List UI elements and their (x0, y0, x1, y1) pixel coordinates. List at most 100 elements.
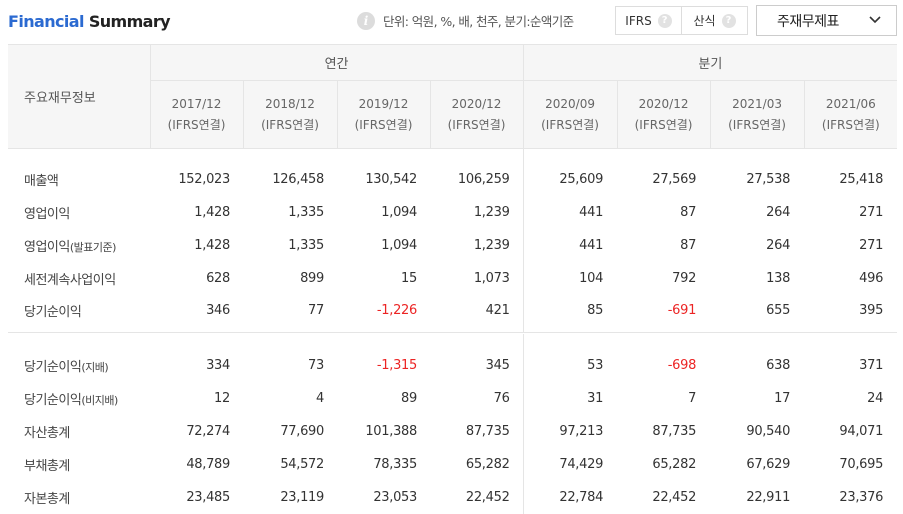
table-cell: 22,911 (746, 489, 791, 505)
table-cell: 53 (522, 333, 618, 382)
annual-group-header: 연간 (149, 44, 524, 81)
table-cell: 87,735 (465, 423, 510, 439)
row-label: 당기순이익(지배) (8, 334, 150, 382)
table-cell: 7 (688, 390, 697, 406)
chevron-down-icon (869, 16, 881, 24)
table-cell: 23,053 (373, 489, 417, 505)
row-label: 세전계속사업이익 (8, 262, 150, 295)
table-cell: 106,259 (457, 171, 510, 187)
basis-toggle: IFRS ? 산식 ? (615, 6, 748, 35)
period-basis: (IFRS연결) (354, 117, 413, 132)
table-cell: 126,458 (272, 171, 324, 187)
period-date: 2019/12 (358, 96, 409, 111)
table-cell: 48,789 (186, 456, 230, 472)
table-cell: 24 (867, 390, 884, 406)
period-basis: (IFRS연결) (821, 117, 880, 132)
table-cell: 271 (859, 237, 884, 253)
table-cell: 264 (766, 204, 791, 220)
statement-type-dropdown[interactable]: 주재무제표 (756, 5, 897, 36)
table-row: 자본총계 23,485 23,119 23,053 22,452 22,784 22,452… (8, 480, 897, 514)
table-cell: 441 (522, 228, 618, 262)
table-cell: 54,572 (280, 456, 324, 472)
row-label: 영업이익 (8, 196, 150, 229)
row-label-suffix: (지배) (81, 361, 109, 374)
table-cell: 76 (493, 390, 510, 406)
table-cell: 496 (859, 270, 884, 286)
table-cell: 101,388 (365, 423, 417, 439)
table-row: 당기순이익 346 77 -1,226 421 85 -691 655 395 (8, 294, 897, 333)
period-date: 2017/12 (171, 96, 222, 111)
table-cell: 1,239 (473, 237, 510, 253)
table-cell: 628 (206, 270, 230, 286)
table-cell: 271 (859, 204, 884, 220)
table-cell: 638 (766, 358, 791, 373)
row-label-text: 부채총계 (24, 458, 70, 474)
table-cell: 264 (766, 237, 791, 253)
info-icon[interactable]: i (357, 11, 375, 30)
table-cell: 655 (766, 302, 791, 318)
row-label-text: 세전계속사업이익 (24, 272, 116, 288)
table-cell: 89 (401, 390, 417, 406)
table-cell: 78,335 (373, 456, 417, 472)
period-basis: (IFRS연결) (167, 117, 226, 132)
table-cell: 104 (522, 261, 618, 295)
table-cell: 65,282 (652, 456, 697, 472)
formula-label: 산식 (693, 14, 716, 28)
section-divider (8, 332, 898, 334)
period-basis: (IFRS연결) (634, 117, 693, 132)
table-cell: 371 (859, 358, 884, 373)
table-row: 영업이익(발표기준) 1,428 1,335 1,094 1,239 441 87 264 27… (8, 228, 897, 262)
table-cell: 25,609 (522, 148, 618, 196)
table-cell: 67,629 (746, 456, 791, 472)
row-label: 영업이익(발표기준) (8, 229, 150, 262)
table-cell: 22,452 (652, 489, 697, 505)
table-cell: 94,071 (839, 423, 884, 439)
period-header: 2020/12 (IFRS연결) (429, 80, 524, 149)
table-cell: 345 (485, 358, 510, 373)
table-cell: 74,429 (522, 447, 618, 481)
help-icon[interactable]: ? (721, 13, 736, 28)
table-cell: 1,428 (194, 204, 230, 220)
table-cell: 899 (300, 270, 324, 286)
period-header: 2021/03 (IFRS연결) (709, 80, 805, 149)
period-date: 2021/06 (825, 96, 876, 111)
row-label-text: 당기순이익 (24, 392, 82, 408)
table-cell: 27,569 (652, 171, 697, 187)
unit-text: 단위: 억원, %, 배, 천주, 분기:순액기준 (383, 14, 574, 29)
quarter-group-header: 분기 (522, 44, 898, 81)
period-basis: (IFRS연결) (447, 117, 506, 132)
row-label-text: 당기순이익 (24, 360, 82, 375)
period-header: 2018/12 (IFRS연결) (242, 80, 337, 149)
table-cell: 395 (859, 302, 884, 318)
period-date: 2020/12 (451, 96, 502, 111)
table-cell: 334 (206, 358, 230, 373)
table-cell: 87 (680, 204, 697, 220)
table-cell: 152,023 (178, 171, 230, 187)
help-icon[interactable]: ? (657, 13, 672, 28)
table-cell: 1,094 (381, 237, 417, 253)
table-row: 세전계속사업이익 628 899 15 1,073 104 792 138 496 (8, 261, 897, 295)
table-row: 당기순이익(비지배) 12 4 89 76 31 7 17 24 (8, 381, 897, 415)
table-cell: 17 (774, 390, 791, 406)
period-date: 2021/03 (732, 96, 782, 111)
ifrs-label: IFRS (625, 13, 652, 28)
table-cell: 77,690 (280, 423, 324, 439)
period-header: 2020/09 (IFRS연결) (522, 80, 618, 149)
ifrs-button[interactable]: IFRS ? (616, 7, 681, 34)
table-cell: 1,094 (381, 204, 417, 220)
period-header: 2020/12 (IFRS연결) (616, 80, 711, 149)
period-date: 2020/12 (638, 96, 689, 111)
title-financial: Financial (8, 12, 84, 31)
row-label: 매출액 (8, 149, 150, 196)
table-cell: 31 (522, 381, 618, 415)
period-date: 2020/09 (545, 96, 595, 111)
table-row: 영업이익 1,428 1,335 1,094 1,239 441 87 264 271 (8, 195, 897, 229)
row-label-suffix: (비지배) (81, 393, 118, 407)
table-row: 자산총계 72,274 77,690 101,388 87,735 97,213 87,73… (8, 414, 897, 448)
period-basis: (IFRS연결) (541, 117, 599, 132)
period-basis: (IFRS연결) (728, 117, 786, 132)
row-label-text: 당기순이익 (24, 304, 82, 320)
period-date: 2018/12 (265, 96, 315, 111)
table-cell: 4 (316, 390, 324, 406)
formula-button[interactable]: 산식 ? (681, 7, 747, 34)
